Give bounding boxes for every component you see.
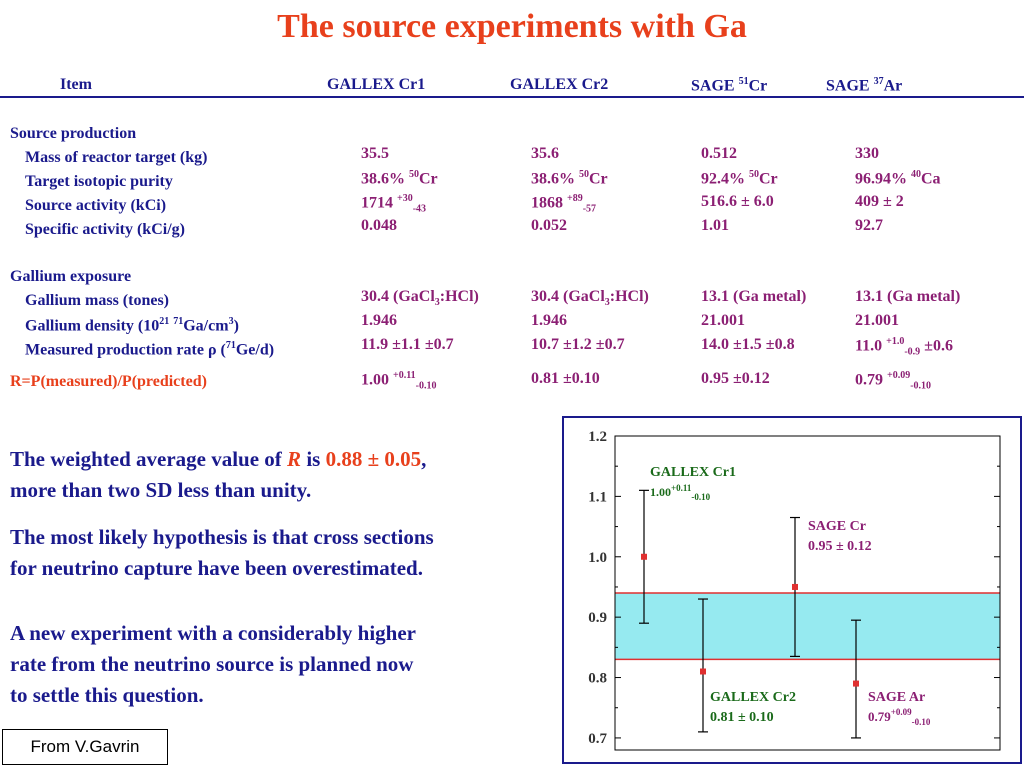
y-tick-label: 1.2	[588, 429, 607, 445]
cell-gallex-cr2: 10.7 ±1.2 ±0.7	[531, 336, 625, 353]
cell-sage-cr: 516.6 ± 6.0	[701, 193, 774, 210]
cell-gallex-cr2: 0.81 ±0.10	[531, 370, 600, 387]
cell-sage-cr: 0.512	[701, 145, 737, 162]
cell-gallex-cr1: 11.9 ±1.1 ±0.7	[361, 336, 454, 353]
weighted-average-value: 0.88 ± 0.05	[325, 447, 422, 471]
section-heading: Gallium exposure	[10, 268, 132, 285]
cell-sage-ar: 13.1 (Ga metal)	[855, 288, 961, 305]
weighted-average-band	[615, 593, 1000, 660]
row-label: Specific activity (kCi/g)	[25, 221, 185, 238]
paragraph-weighted-average: The weighted average value of R is 0.88 …	[10, 447, 427, 502]
data-point	[641, 553, 647, 560]
cell-gallex-cr2: 1868 +89-57	[531, 193, 597, 215]
y-tick-label: 1.0	[588, 550, 607, 566]
label-gallex-cr2-name: GALLEX Cr2	[710, 690, 796, 705]
row-label: Target isotopic purity	[25, 173, 173, 190]
label-sage-ar-name: SAGE Ar	[868, 690, 925, 705]
paragraph-hypothesis: The most likely hypothesis is that cross…	[10, 525, 434, 580]
row-gallium-exposure-heading: Gallium exposure	[10, 268, 1020, 292]
header-sage-cr: SAGE 51Cr	[691, 76, 768, 95]
cell-gallex-cr1: 38.6% 50Cr	[361, 169, 438, 188]
y-tick-label: 1.1	[588, 489, 607, 505]
data-point	[792, 583, 798, 590]
cell-sage-ar: 11.0 +1.0-0.9 ±0.6	[855, 336, 953, 358]
cell-sage-ar: 409 ± 2	[855, 193, 904, 210]
data-point	[853, 680, 859, 687]
cell-sage-ar: 92.7	[855, 217, 883, 234]
cell-sage-cr: 92.4% 50Cr	[701, 169, 778, 188]
cell-sage-ar: 96.94% 40Ca	[855, 169, 941, 188]
row-gallium-density: Gallium density (1021 71Ga/cm3) 1.946 1.…	[10, 312, 1020, 336]
label-gallex-cr1-value: 1.00+0.11-0.10	[650, 483, 711, 502]
paragraph-new-experiment: A new experiment with a considerably hig…	[10, 621, 416, 707]
row-label: Source activity (kCi)	[25, 197, 167, 214]
cell-gallex-cr2: 35.6	[531, 145, 559, 162]
cell-gallex-cr1: 1.00 +0.11-0.10	[361, 370, 437, 392]
row-label: Gallium mass (tones)	[25, 292, 169, 309]
section-heading: Source production	[10, 125, 137, 142]
cell-gallex-cr1: 0.048	[361, 217, 397, 234]
row-label: Gallium density (1021 71Ga/cm3)	[25, 316, 239, 335]
cell-gallex-cr1: 1714 +30-43	[361, 193, 427, 215]
slide-title: The source experiments with Ga	[277, 8, 747, 45]
plot-frame	[614, 435, 1001, 751]
cell-gallex-cr1: 1.946	[361, 312, 397, 329]
row-ratio: R=P(measured)/P(predicted) 1.00 +0.11-0.…	[10, 370, 1020, 394]
row-source-production-heading: Source production	[10, 125, 1020, 149]
source-note: From V.Gavrin	[2, 729, 168, 765]
label-gallex-cr2-value: 0.81 ± 0.10	[710, 710, 774, 725]
data-point	[700, 668, 706, 675]
header-gallex-cr2: GALLEX Cr2	[510, 76, 609, 93]
label-sage-cr-value: 0.95 ± 0.12	[808, 539, 872, 554]
cell-sage-ar: 21.001	[855, 312, 899, 329]
header-gallex-cr1: GALLEX Cr1	[327, 76, 426, 93]
row-isotopic-purity: Target isotopic purity 38.6% 50Cr 38.6% …	[10, 169, 1020, 193]
cell-sage-cr: 13.1 (Ga metal)	[701, 288, 807, 305]
y-tick-label: 0.9	[588, 610, 607, 626]
cell-sage-cr: 1.01	[701, 217, 729, 234]
header-rule	[0, 96, 1024, 98]
cell-gallex-cr2: 0.052	[531, 217, 567, 234]
cell-sage-cr: 21.001	[701, 312, 745, 329]
row-source-activity: Source activity (kCi) 1714 +30-43 1868 +…	[10, 193, 1020, 217]
row-mass-reactor-target: Mass of reactor target (kg) 35.5 35.6 0.…	[10, 145, 1020, 169]
symbol-r: R	[287, 447, 302, 471]
cell-sage-cr: 0.95 ±0.12	[701, 370, 770, 387]
cell-sage-ar: 0.79 +0.09-0.10	[855, 370, 932, 392]
row-label: Mass of reactor target (kg)	[25, 149, 208, 166]
row-production-rate: Measured production rate ρ (71Ge/d) 11.9…	[10, 336, 1020, 360]
cell-gallex-cr2: 38.6% 50Cr	[531, 169, 608, 188]
cell-gallex-cr2: 30.4 (GaCl3:HCl)	[531, 288, 649, 309]
header-sage-ar: SAGE 37Ar	[826, 76, 903, 95]
row-gallium-mass: Gallium mass (tones) 30.4 (GaCl3:HCl) 30…	[10, 288, 1020, 312]
cell-gallex-cr2: 1.946	[531, 312, 567, 329]
y-tick-label: 0.8	[588, 671, 607, 687]
cell-sage-ar: 330	[855, 145, 879, 162]
cell-sage-cr: 14.0 ±1.5 ±0.8	[701, 336, 795, 353]
cell-gallex-cr1: 35.5	[361, 145, 389, 162]
y-tick-label: 0.7	[588, 731, 607, 747]
ratio-label: R=P(measured)/P(predicted)	[10, 373, 207, 390]
label-sage-ar-value: 0.79+0.09-0.10	[868, 707, 931, 727]
r-ratio-chart: 1.2 1.1 1.0 0.9 0.8 0.7 GALLEX Cr1 1.00+0.11-…	[562, 416, 1022, 764]
label-gallex-cr1-name: GALLEX Cr1	[650, 465, 736, 480]
header-item: Item	[60, 76, 92, 93]
cell-gallex-cr1: 30.4 (GaCl3:HCl)	[361, 288, 479, 309]
label-sage-cr-name: SAGE Cr	[808, 519, 866, 534]
chart-svg: 1.2 1.1 1.0 0.9 0.8 0.7 GALLEX Cr1 1.00+0.11-…	[588, 429, 1001, 751]
row-label: Measured production rate ρ (71Ge/d)	[25, 340, 275, 359]
row-specific-activity: Specific activity (kCi/g) 0.048 0.052 1.…	[10, 217, 1020, 241]
